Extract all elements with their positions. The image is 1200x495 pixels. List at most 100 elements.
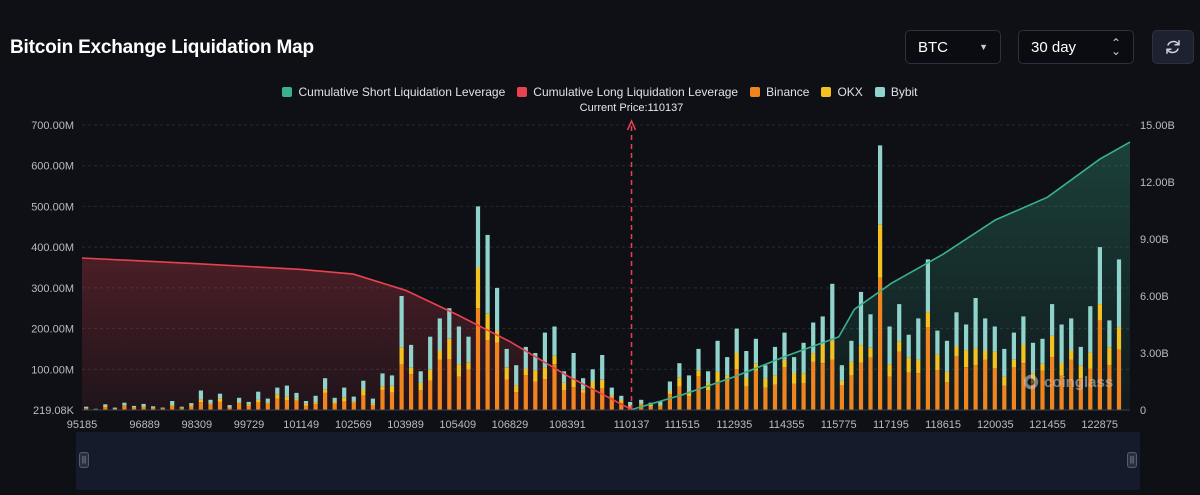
bar-binance	[552, 364, 557, 410]
legend-short-cumulative[interactable]: Cumulative Short Liquidation Leverage	[282, 84, 505, 100]
bar-okx	[313, 402, 318, 405]
bar-binance	[648, 406, 653, 410]
bar-bybit	[342, 387, 347, 398]
bar-okx	[600, 379, 605, 388]
legend-swatch	[874, 87, 885, 97]
bar-binance	[925, 327, 930, 410]
bar-bybit	[542, 332, 547, 368]
bar-okx	[389, 385, 395, 393]
bar-binance	[763, 387, 768, 410]
bar-binance	[782, 367, 787, 410]
bar-okx	[782, 359, 787, 368]
drag-handle-icon[interactable]: ||	[79, 452, 89, 468]
bar-okx	[763, 378, 768, 388]
y-left-tick-label: 700.00M	[31, 120, 74, 132]
legend-binance[interactable]: Binance	[750, 84, 809, 100]
bar-bybit	[658, 401, 663, 405]
bar-okx	[217, 398, 223, 402]
refresh-button[interactable]	[1152, 30, 1194, 64]
bar-bybit	[428, 336, 433, 370]
bar-bybit	[887, 326, 892, 365]
bar-okx	[772, 375, 778, 385]
bar-okx	[418, 382, 423, 391]
bar-bybit	[973, 298, 978, 349]
legend-okx[interactable]: OKX	[821, 84, 863, 100]
bar-binance	[801, 383, 806, 410]
bar-binance	[935, 370, 940, 410]
bar-binance	[772, 384, 778, 410]
bar-bybit	[609, 387, 614, 396]
bar-bybit	[217, 393, 223, 399]
y-right-tick-label: 12.00B	[1140, 177, 1175, 189]
bar-okx	[811, 353, 816, 362]
bar-okx	[170, 405, 175, 407]
bar-binance	[370, 405, 375, 410]
bar-binance	[581, 392, 586, 410]
bar-bybit	[189, 403, 194, 406]
bar-bybit	[1078, 346, 1083, 366]
bar-okx	[954, 346, 959, 357]
legend-bybit[interactable]: Bybit	[874, 84, 918, 100]
bar-bybit	[380, 373, 385, 387]
bar-bybit	[561, 371, 567, 383]
bar-binance	[677, 386, 682, 410]
bar-okx	[1040, 363, 1045, 371]
bar-okx	[820, 344, 825, 364]
bar-binance	[342, 401, 347, 410]
range-select[interactable]: 30 day ⌃ ⌄	[1018, 30, 1134, 64]
bar-binance	[141, 407, 146, 410]
bar-okx	[839, 380, 844, 386]
legend-swatch	[821, 87, 832, 97]
range-scroller[interactable]	[76, 432, 1140, 490]
bar-okx	[122, 405, 127, 406]
x-tick-label: 98309	[182, 419, 213, 431]
bar-binance	[590, 389, 595, 410]
bar-okx	[523, 369, 528, 376]
long-cumulative-line	[81, 257, 632, 411]
bar-okx	[801, 373, 806, 384]
legend-label: Cumulative Long Liquidation Leverage	[533, 85, 739, 99]
legend-label: OKX	[837, 85, 863, 99]
bar-bybit	[151, 406, 156, 408]
bar-bybit	[925, 259, 930, 313]
bar-okx	[677, 377, 682, 387]
bar-bybit	[1116, 259, 1122, 328]
bar-binance	[428, 380, 433, 410]
legend-long-cumulative[interactable]: Cumulative Long Liquidation Leverage	[517, 84, 738, 100]
bar-bybit	[1002, 348, 1007, 377]
drag-handle-icon[interactable]: ||	[1127, 452, 1137, 468]
bar-binance	[1050, 357, 1055, 410]
bar-binance	[504, 379, 509, 410]
bar-bybit	[409, 344, 414, 368]
bar-bybit	[619, 395, 624, 401]
bar-bybit	[897, 304, 902, 342]
bar-binance	[122, 406, 127, 410]
bar-bybit	[868, 314, 873, 348]
bar-okx	[466, 362, 471, 370]
bar-okx	[1097, 304, 1102, 321]
bar-bybit	[811, 322, 816, 354]
x-tick-label: 101149	[283, 419, 319, 431]
bar-okx	[590, 381, 595, 390]
coin-select[interactable]: BTC ▼	[905, 30, 1001, 64]
liquidation-chart: 219.08K 100.00M 200.00M 300.00M 400.00M 500.0…	[31, 102, 1175, 431]
bar-okx	[1088, 352, 1093, 369]
bar-bybit	[830, 283, 835, 341]
bar-okx	[265, 402, 270, 404]
bar-okx	[964, 350, 969, 368]
bar-okx	[916, 359, 921, 374]
bar-binance	[964, 367, 969, 411]
bar-bybit	[1040, 338, 1045, 364]
bar-binance	[849, 375, 854, 410]
bar-okx	[447, 338, 452, 360]
bar-binance	[237, 403, 242, 410]
bar-binance	[361, 395, 366, 410]
bar-bybit	[686, 375, 692, 391]
cumulative-lines	[81, 141, 1131, 411]
bar-okx	[485, 313, 490, 340]
bar-binance	[437, 359, 442, 410]
bar-bybit	[954, 312, 959, 347]
bar-bybit	[801, 342, 806, 373]
x-tick-label: 95185	[67, 419, 98, 431]
bar-okx	[619, 400, 624, 403]
